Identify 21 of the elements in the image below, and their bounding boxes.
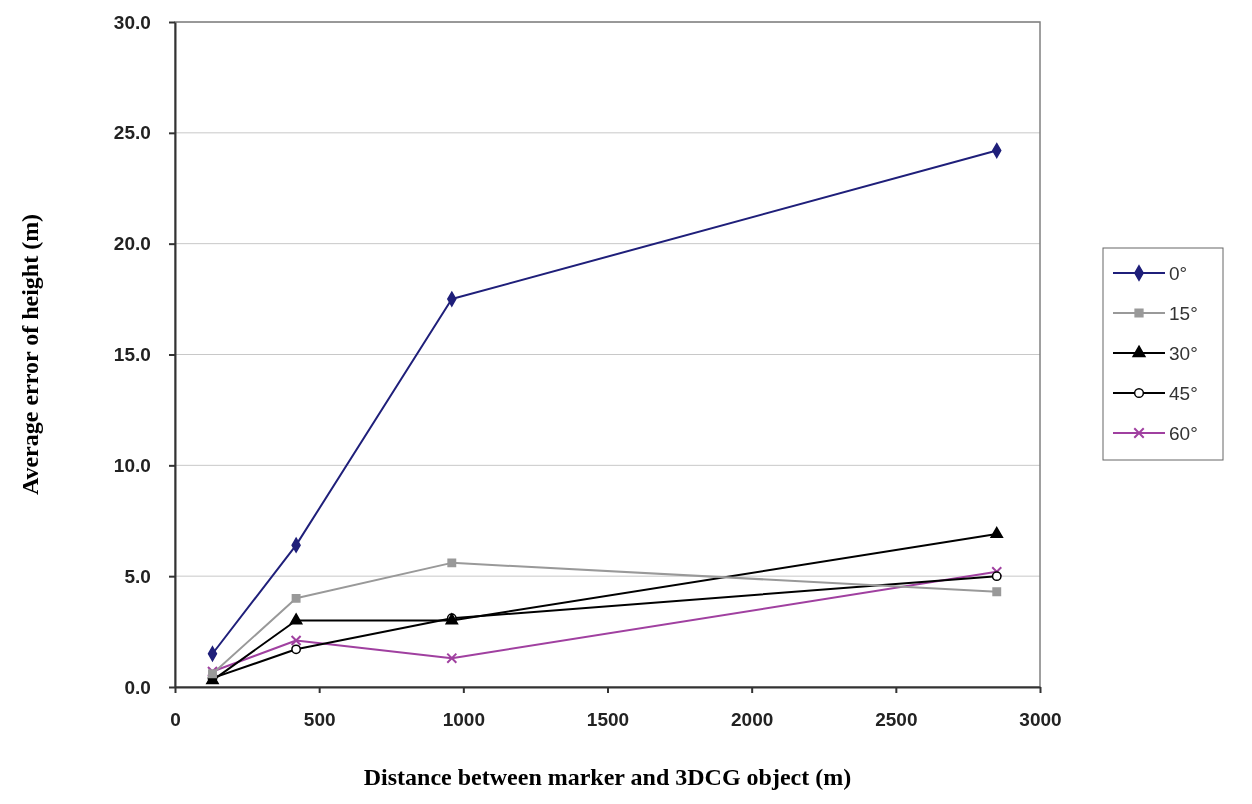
legend-label: 0°: [1169, 263, 1188, 284]
x-tick-label: 2500: [875, 709, 918, 731]
y-tick-label: 15.0: [113, 344, 151, 366]
y-tick-label: 5.0: [124, 565, 151, 587]
x-tick-label: 500: [303, 709, 336, 731]
y-axis-title: Average error of height (m): [17, 213, 43, 496]
x-tick-label: 2000: [731, 709, 774, 731]
x-tick-label: 1000: [442, 709, 485, 731]
y-tick-label: 30.0: [113, 11, 151, 33]
x-axis-title: Distance between marker and 3DCG object (m): [363, 764, 852, 790]
legend-label: 15°: [1169, 303, 1198, 324]
y-tick-label: 20.0: [113, 233, 151, 255]
y-tick-label: 0.0: [124, 676, 151, 698]
legend-label: 60°: [1169, 423, 1198, 444]
x-tick-label: 0: [170, 709, 181, 731]
x-tick-label: 3000: [1019, 709, 1062, 731]
y-tick-label: 10.0: [113, 454, 151, 476]
legend-label: 45°: [1169, 383, 1198, 404]
legend-label: 30°: [1169, 343, 1198, 364]
x-tick-label: 1500: [586, 709, 630, 731]
y-tick-label: 25.0: [113, 122, 151, 144]
